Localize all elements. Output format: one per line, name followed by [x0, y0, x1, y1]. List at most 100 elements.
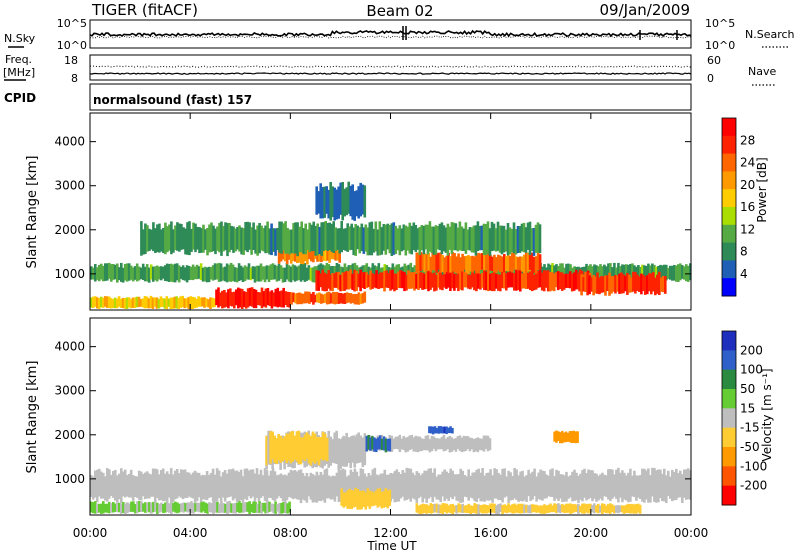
scatter-cell: [119, 298, 123, 308]
scatter-cell: [497, 473, 500, 501]
scatter-cell: [239, 469, 243, 501]
scatter-cell: [524, 227, 528, 253]
scatter-cell: [347, 293, 351, 303]
scatter-cell: [230, 225, 233, 250]
scatter-cell: [114, 469, 117, 501]
scatter-cell: [264, 225, 267, 254]
scatter-cell: [628, 504, 632, 514]
scatter-cell: [109, 298, 113, 309]
scatter-cell: [299, 437, 303, 465]
scatter-cell: [469, 505, 472, 514]
scatter-cell: [317, 191, 320, 214]
scatter-cell: [112, 264, 115, 280]
scatter-cell: [214, 228, 217, 255]
x-tick-label: 08:00: [273, 526, 308, 540]
scatter-cell: [447, 427, 450, 434]
scatter-cell: [376, 229, 380, 256]
scatter-cell: [347, 181, 350, 214]
scatter-cell: [303, 475, 307, 501]
scatter-cell: [475, 469, 478, 502]
scatter-cell: [245, 468, 249, 501]
scatter-cell: [96, 297, 99, 309]
scatter-cell: [669, 476, 672, 499]
scatter-cell: [184, 228, 187, 255]
scatter-cell: [215, 468, 219, 502]
scatter-cell: [279, 473, 283, 499]
scatter-cell: [255, 265, 259, 282]
scatter-cell: [301, 437, 305, 460]
scatter-cell: [316, 293, 319, 303]
scatter-cell: [681, 474, 684, 503]
scatter-cell: [455, 474, 458, 501]
scatter-cell: [473, 503, 476, 514]
scatter-cell: [653, 264, 656, 279]
colorbar-tick-label: -50: [740, 440, 760, 454]
scatter-cell: [433, 426, 437, 434]
scatter-cell: [236, 227, 239, 250]
scatter-cell: [223, 290, 226, 308]
scatter-cell: [410, 225, 414, 255]
scatter-cell: [151, 266, 155, 282]
scatter-cell: [607, 263, 610, 281]
scatter-cell: [483, 253, 486, 271]
scatter-cell: [510, 252, 514, 273]
scatter-cell: [497, 254, 500, 271]
scatter-cell: [660, 277, 663, 292]
scatter-cell: [575, 472, 578, 501]
scatter-cell: [384, 224, 388, 255]
scatter-cell: [253, 473, 257, 503]
scatter-cell: [153, 297, 157, 307]
scatter-cell: [425, 272, 428, 289]
scatter-cell: [298, 292, 301, 305]
scatter-cell: [340, 488, 343, 506]
scatter-cell: [449, 426, 452, 434]
scatter-cell: [365, 476, 369, 499]
scatter-cell: [320, 293, 323, 304]
scatter-cell: [181, 469, 185, 500]
scatter-cell: [497, 263, 500, 280]
scatter-cell: [553, 431, 556, 442]
scatter-cell: [639, 475, 642, 499]
scatter-cell: [341, 182, 344, 221]
scatter-cell: [467, 274, 470, 289]
scatter-cell: [412, 222, 416, 251]
nave-line: [89, 65, 692, 68]
scatter-cell: [112, 471, 115, 498]
scatter-cell: [101, 297, 105, 308]
scatter-cell: [370, 491, 374, 507]
scatter-cell: [352, 227, 355, 256]
colorbar-tick-label: 4: [740, 267, 748, 281]
scatter-cell: [269, 264, 273, 280]
scatter-cell: [266, 500, 269, 514]
scatter-cell: [384, 488, 388, 507]
scatter-cell: [390, 435, 394, 452]
scatter-cell: [616, 275, 619, 292]
scatter-cell: [371, 469, 375, 503]
scatter-cell: [359, 269, 362, 292]
colorbar-swatch: [722, 466, 736, 487]
scatter-cell: [280, 502, 283, 514]
scatter-cell: [636, 274, 639, 291]
scatter-cell: [403, 472, 407, 501]
scatter-cell: [344, 438, 347, 451]
scatter-cell: [449, 468, 452, 498]
scatter-cell: [254, 502, 257, 513]
scatter-cell: [474, 225, 478, 256]
frequency-panel: [89, 54, 692, 81]
scatter-cell: [353, 437, 356, 468]
scatter-cell: [578, 271, 581, 292]
scatter-cell: [434, 225, 438, 255]
scatter-cell: [559, 474, 562, 499]
scatter-cell: [453, 253, 456, 273]
scatter-cell: [351, 273, 354, 290]
scatter-cell: [409, 272, 412, 289]
scatter-cell: [483, 504, 486, 514]
scatter-cell: [133, 476, 137, 497]
scatter-cell: [534, 273, 538, 290]
scatter-cell: [120, 503, 123, 514]
scatter-cell: [203, 266, 207, 282]
scatter-cell: [240, 227, 243, 255]
scatter-cell: [283, 436, 287, 460]
scatter-cell: [301, 264, 305, 281]
scatter-cell: [284, 221, 287, 254]
